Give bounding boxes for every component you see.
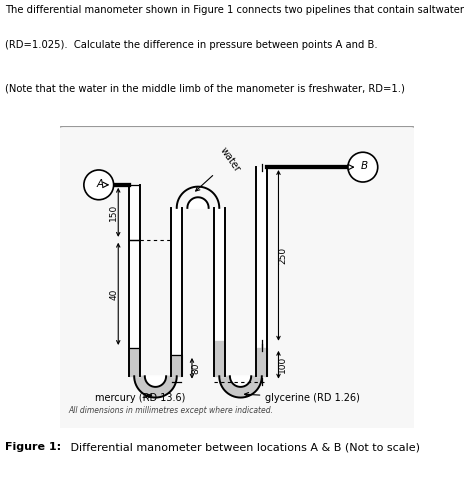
FancyBboxPatch shape — [56, 126, 418, 431]
Text: 150: 150 — [109, 204, 118, 221]
Text: All dimensions in millimetres except where indicated.: All dimensions in millimetres except whe… — [69, 406, 273, 415]
Text: B: B — [361, 161, 368, 171]
Polygon shape — [134, 376, 177, 398]
Text: 80: 80 — [192, 363, 201, 374]
Polygon shape — [219, 376, 262, 398]
Circle shape — [348, 152, 378, 182]
Polygon shape — [187, 197, 209, 208]
Text: water: water — [196, 146, 242, 191]
Polygon shape — [145, 376, 166, 387]
Text: 100: 100 — [278, 356, 287, 373]
Text: mercury (RD 13.6): mercury (RD 13.6) — [95, 393, 186, 403]
Polygon shape — [230, 376, 251, 387]
Text: (RD=1.025).  Calculate the difference in pressure between points A and B.: (RD=1.025). Calculate the difference in … — [5, 40, 377, 50]
Polygon shape — [230, 376, 251, 387]
Circle shape — [84, 170, 114, 200]
Text: A: A — [97, 179, 104, 189]
Text: (Note that the water in the middle limb of the manometer is freshwater, RD=1.): (Note that the water in the middle limb … — [5, 83, 405, 93]
Polygon shape — [145, 376, 166, 387]
Text: Figure 1:: Figure 1: — [5, 442, 61, 452]
Text: Differential manometer between locations A & B (Not to scale): Differential manometer between locations… — [67, 442, 420, 452]
Text: glycerine (RD 1.26): glycerine (RD 1.26) — [245, 393, 360, 403]
Text: The differential manometer shown in Figure 1 connects two pipelines that contain: The differential manometer shown in Figu… — [5, 5, 464, 15]
Polygon shape — [187, 197, 209, 208]
Text: 250: 250 — [278, 247, 287, 264]
Text: 40: 40 — [109, 288, 118, 299]
